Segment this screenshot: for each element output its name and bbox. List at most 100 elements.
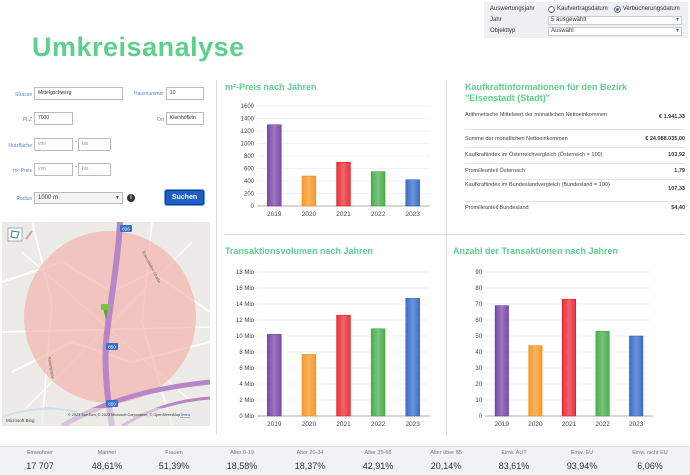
- kaufkraft-row: Summe der monatlichen Nettoeinkommen € 24…: [465, 136, 685, 148]
- y-tick-label: 2 Mio: [239, 398, 254, 404]
- x-tick-label: 2021: [562, 421, 577, 428]
- objekttyp-label: Objekttyp: [490, 28, 516, 34]
- y-tick-label: 30: [475, 366, 482, 372]
- stat-alter-0-19: Alter 0-19 18,58%: [226, 450, 258, 471]
- price-chart: 0 200 400 600 800 1000 1200 1400 1600 2019 2020 202…: [241, 104, 430, 218]
- map-terms-link[interactable]: Terms: [180, 413, 190, 417]
- price-chart-title: m²-Preis nach Jahren: [225, 82, 317, 92]
- y-tick-label: 60: [475, 318, 482, 324]
- bar-2021[interactable]: [562, 298, 576, 417]
- radio-selected-icon: [613, 5, 621, 13]
- page-title: Umkreisanalyse: [32, 32, 245, 62]
- bar-2019[interactable]: [267, 124, 282, 207]
- polygon-icon: [10, 230, 20, 239]
- radius-select[interactable]: 1000 m ▾: [34, 192, 123, 204]
- y-tick-label: 80: [475, 286, 482, 292]
- strasse-input[interactable]: Mittelgschwerg: [34, 87, 123, 100]
- bar-2023[interactable]: [405, 179, 420, 207]
- strasse-label: Strasse: [15, 92, 32, 98]
- y-tick-label: 0: [251, 204, 255, 210]
- search-button[interactable]: Suchen: [165, 190, 204, 205]
- bar-2020[interactable]: [301, 175, 317, 207]
- y-tick-label: 14 Mio: [236, 302, 255, 308]
- kaufkraft-row: Kaufkraftindex im Bundeslandvergleich (B…: [465, 182, 685, 202]
- volume-chart: 0 Mio 2 Mio 4 Mio 6 Mio 8 Mio 10 Mio 12 Mio 14 …: [236, 270, 430, 428]
- bar-2022[interactable]: [595, 330, 610, 417]
- preis-von-input[interactable]: von: [34, 163, 73, 176]
- y-tick-label: 20: [475, 382, 482, 388]
- hausnummer-label: Hausnummer: [133, 91, 164, 97]
- stat-einw-aut: Einw. AUT 83,61%: [498, 450, 530, 471]
- bar-2019[interactable]: [494, 305, 509, 417]
- y-tick-label: 1400: [241, 117, 255, 123]
- stat-alter-35-65: Alter 35-65 42,91%: [362, 450, 394, 471]
- location-pin-icon[interactable]: [103, 308, 108, 320]
- road-badge: [106, 400, 118, 407]
- radio-kaufvertragsdatum[interactable]: Kaufvertragsdatum: [548, 5, 608, 13]
- bar-2021[interactable]: [336, 162, 351, 207]
- draw-polygon-button[interactable]: [7, 227, 23, 242]
- y-tick-label: 1200: [241, 129, 255, 135]
- x-tick-label: 2022: [371, 211, 386, 218]
- radius-label: Radius: [16, 196, 32, 202]
- bar-2023[interactable]: [629, 335, 644, 417]
- bing-logo: Microsoft Bing: [6, 418, 35, 423]
- preis-bis-input[interactable]: bis: [78, 163, 111, 176]
- x-tick-label: 2023: [405, 211, 420, 218]
- divider: [216, 80, 217, 435]
- plz-input[interactable]: 7000: [34, 112, 73, 125]
- map[interactable]: 826 850 850 Eisenstädter Straße Rosengas…: [2, 222, 210, 426]
- radio-verbuecherungsdatum[interactable]: Verbücherungsdatum: [613, 5, 680, 13]
- y-tick-label: 90: [475, 270, 482, 276]
- y-tick-label: 18 Mio: [236, 270, 255, 276]
- y-tick-label: 400: [244, 179, 255, 185]
- y-tick-label: 0: [479, 414, 483, 420]
- x-tick-label: 2019: [267, 421, 282, 428]
- bar-2019[interactable]: [267, 334, 282, 417]
- y-tick-label: 50: [475, 334, 482, 340]
- plz-label: PLZ: [22, 117, 32, 123]
- road-badge-text: 826: [122, 227, 130, 232]
- info-icon[interactable]: i: [127, 194, 135, 202]
- kaufkraft-row: Promilleanteil Bundesland 54,40: [465, 205, 685, 211]
- jahr-select[interactable]: 5 ausgewählt ▾: [548, 15, 682, 25]
- hausnummer-input[interactable]: 10: [166, 87, 204, 100]
- stat-alter-20-34: Alter 20-34 18,37%: [294, 450, 326, 471]
- eraser-icon[interactable]: [25, 230, 33, 240]
- y-tick-label: 4 Mio: [239, 382, 254, 388]
- stat-alter-ueber-65: Alter über 65 20,14%: [430, 450, 462, 471]
- map-canvas[interactable]: 826 850 850 Eisenstädter Straße Rosengas…: [2, 222, 210, 426]
- bar-2021[interactable]: [336, 314, 351, 417]
- x-tick-label: 2020: [302, 211, 317, 218]
- x-tick-label: 2020: [528, 421, 543, 428]
- y-tick-label: 1000: [241, 142, 255, 148]
- kaufkraft-row: Kaufkraftindex im Österreichvergleich (Ö…: [465, 152, 685, 164]
- nutzflaeche-bis-input[interactable]: bis: [78, 138, 111, 151]
- road-badge-text: 850: [108, 402, 116, 407]
- bar-2020[interactable]: [528, 345, 543, 417]
- x-tick-label: 2019: [267, 211, 282, 218]
- y-tick-label: 1600: [241, 104, 255, 110]
- y-tick-label: 16 Mio: [236, 286, 255, 292]
- bar-2020[interactable]: [301, 354, 317, 417]
- x-tick-label: 2021: [336, 421, 351, 428]
- x-tick-label: 2022: [371, 421, 386, 428]
- nutzflaeche-label: Nutzfläche: [8, 143, 32, 149]
- y-tick-label: 6 Mio: [239, 366, 254, 372]
- chevron-down-icon: ▾: [675, 16, 679, 23]
- y-tick-label: 600: [244, 167, 255, 173]
- stat-einwohner: Einwohner 17 707: [26, 450, 54, 471]
- nutzflaeche-von-input[interactable]: von: [34, 138, 73, 151]
- bar-2023[interactable]: [405, 298, 420, 417]
- x-tick-label: 2023: [629, 421, 644, 428]
- bar-2022[interactable]: [370, 328, 386, 417]
- y-tick-label: 12 Mio: [236, 318, 255, 324]
- divider: [225, 234, 685, 235]
- ort-input[interactable]: Kleinhöflein: [166, 112, 204, 125]
- road-badge-text: 850: [108, 345, 116, 350]
- chevron-down-icon: ▾: [115, 195, 119, 201]
- objekttyp-select[interactable]: Auswahl ▾: [548, 26, 682, 36]
- stat-maenner: Männer 48,61%: [91, 450, 123, 471]
- bar-2022[interactable]: [370, 171, 386, 207]
- x-tick-label: 2019: [495, 421, 510, 428]
